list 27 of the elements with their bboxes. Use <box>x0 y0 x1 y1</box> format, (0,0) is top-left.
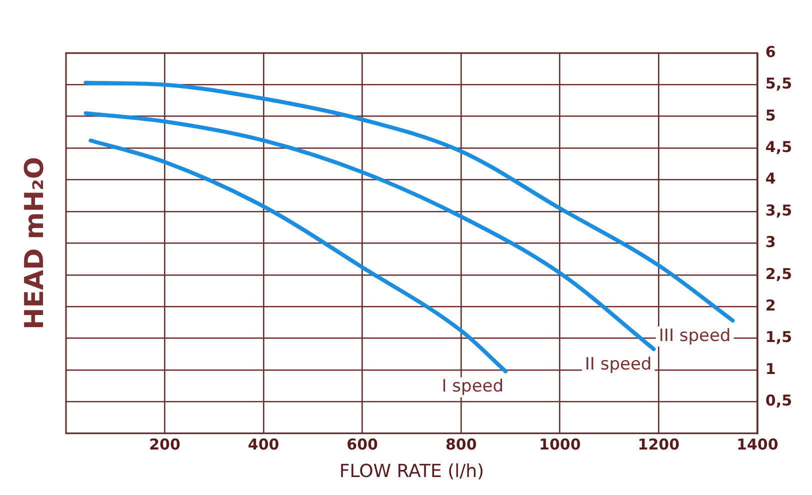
y-tick-label: 2,5 <box>765 264 792 283</box>
line-series <box>88 138 508 374</box>
y-tick-label: 3,5 <box>765 201 792 220</box>
line-series <box>84 80 735 323</box>
y-tick-label: 4,5 <box>765 138 792 156</box>
y-tick-label: 5,5 <box>765 74 792 93</box>
y-tick-label: 5 <box>765 106 776 124</box>
y-tick-label: 2 <box>765 296 776 314</box>
y-tick-label: 1,5 <box>765 328 792 346</box>
series-label: III speed <box>658 326 731 346</box>
y-tick-label: 3 <box>765 233 776 252</box>
series-label: I speed <box>442 376 504 397</box>
y-axis-title: HEAD mH₂O <box>20 156 50 330</box>
series-label: II speed <box>584 354 652 374</box>
y-tick-label: 4 <box>765 170 776 188</box>
x-tick-label: 400 <box>248 435 280 454</box>
y-tick-label: 6 <box>765 42 776 61</box>
x-tick-label: 1200 <box>638 435 680 454</box>
x-tick-label: 1000 <box>539 435 581 454</box>
x-tick-label: 1400 <box>736 435 778 454</box>
x-tick-label: 800 <box>445 435 477 454</box>
x-axis-title: FLOW RATE (l/h) <box>339 460 484 482</box>
x-tick-label: 600 <box>346 435 378 454</box>
line-series <box>84 111 656 352</box>
x-tick-label: 200 <box>149 435 180 454</box>
y-tick-label: 1 <box>765 360 776 378</box>
y-tick-label: 0,5 <box>765 392 792 410</box>
